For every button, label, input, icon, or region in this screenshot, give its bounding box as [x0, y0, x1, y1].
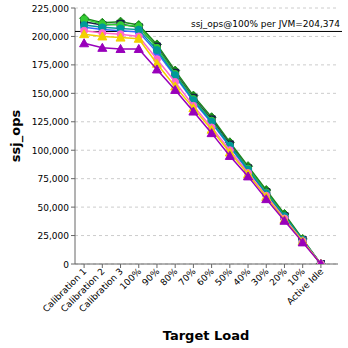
grid-line [75, 264, 338, 265]
tick-label: 50,000 [38, 203, 70, 213]
tick-label: 0 [63, 260, 69, 270]
series-line [84, 34, 321, 264]
tick-label: 25,000 [38, 231, 70, 241]
annotation: ssj_ops@100% per JVM=204,374 [191, 19, 340, 29]
series-line [84, 22, 321, 264]
grid-line [75, 150, 338, 151]
series-line [84, 19, 321, 264]
marker [134, 34, 143, 42]
marker [225, 151, 234, 159]
tick [120, 264, 121, 268]
marker [244, 172, 253, 180]
y-axis [75, 8, 76, 264]
tick [71, 8, 75, 9]
series-line [84, 27, 321, 264]
marker [98, 32, 107, 40]
marker [172, 72, 179, 79]
tick [229, 264, 230, 268]
tick-label: 20% [268, 266, 290, 288]
tick [193, 264, 194, 268]
tick [156, 264, 157, 268]
series-line [84, 18, 321, 264]
tick-label: 80% [158, 266, 180, 288]
tick-label: 100,000 [32, 146, 69, 156]
marker [152, 65, 161, 73]
series-line [84, 43, 321, 264]
plot-area [80, 14, 326, 264]
tick-label: 125,000 [32, 117, 69, 127]
tick [248, 264, 249, 268]
tick [71, 64, 75, 65]
series-line [84, 31, 321, 264]
marker [298, 238, 307, 246]
marker [171, 85, 180, 93]
tick-label: 90% [140, 266, 162, 288]
tick-label: 30% [249, 266, 271, 288]
grid-line [75, 207, 338, 208]
marker [80, 30, 89, 38]
tick [71, 235, 75, 236]
marker [280, 216, 289, 224]
marker [207, 129, 216, 137]
tick [266, 264, 267, 268]
tick-label: 175,000 [32, 60, 69, 70]
marker [153, 47, 160, 54]
marker [98, 43, 107, 51]
tick [175, 264, 176, 268]
y-axis-label: ssj_ops [8, 110, 24, 163]
marker [80, 39, 89, 47]
marker [316, 260, 325, 265]
tick [71, 93, 75, 94]
tick [71, 178, 75, 179]
tick [71, 264, 75, 265]
tick [71, 207, 75, 208]
marker [116, 44, 125, 52]
grid-line [75, 178, 338, 179]
tick-label: 200,000 [32, 32, 69, 42]
marker [116, 33, 125, 41]
tick [138, 264, 139, 268]
tick [71, 150, 75, 151]
tick [102, 264, 103, 268]
tick-label: 225,000 [32, 4, 69, 14]
tick-label: 100% [118, 266, 144, 292]
grid-line [75, 93, 338, 94]
tick-label: Calibration 3 [77, 266, 125, 314]
chart: 0 25,000 50,000 75,000 100,000 125,000 150,000… [0, 0, 348, 348]
tick-label: 60% [195, 266, 217, 288]
tick [302, 264, 303, 268]
tick-label: 75,000 [38, 174, 70, 184]
x-axis-label: Target Load [163, 328, 250, 343]
tick-label: 40% [231, 266, 253, 288]
x-axis [75, 264, 338, 265]
tick [71, 36, 75, 37]
grid-line [75, 64, 338, 65]
grid-line [75, 8, 338, 9]
tick-label: 50% [213, 266, 235, 288]
tick [84, 264, 85, 268]
marker [135, 26, 142, 33]
tick [211, 264, 212, 268]
tick [320, 264, 321, 268]
tick-label: 150,000 [32, 89, 69, 99]
tick [71, 121, 75, 122]
marker [262, 195, 271, 203]
series-line [84, 25, 321, 264]
marker [189, 107, 198, 115]
tick [284, 264, 285, 268]
tick-label: Active Idle [285, 266, 326, 307]
marker [134, 44, 143, 52]
tick-label: 70% [177, 266, 199, 288]
